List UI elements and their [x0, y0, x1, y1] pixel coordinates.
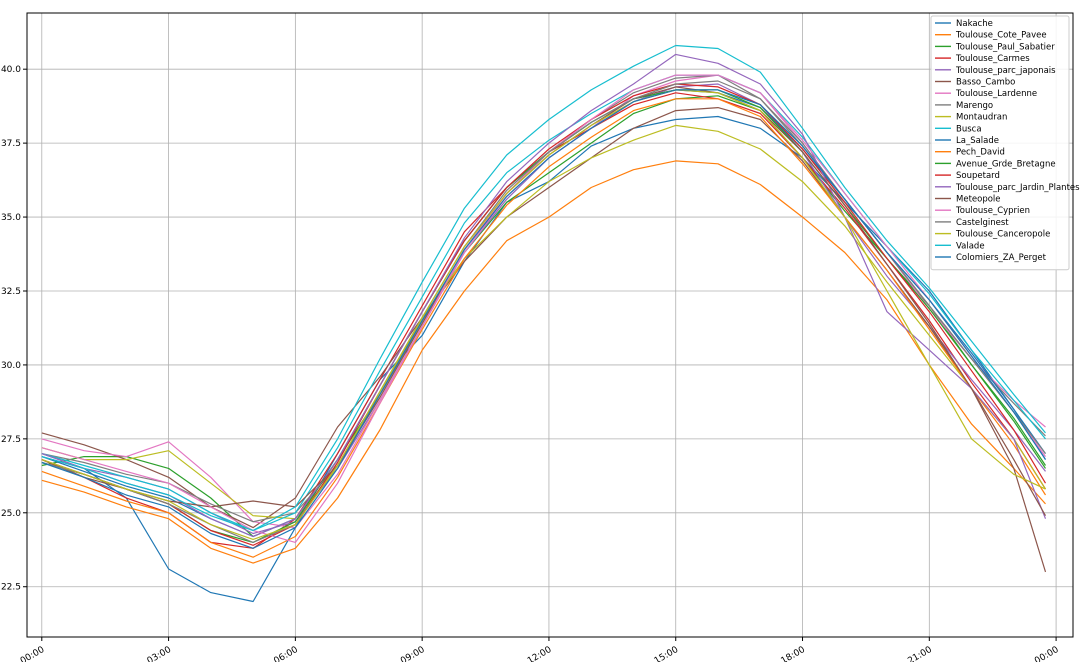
legend-label: Basso_Cambo — [956, 78, 1015, 88]
legend: Nakache Toulouse_Cote_PaveeToulouse_Paul_… — [930, 15, 1080, 271]
legend-label: Marengo — [956, 101, 993, 111]
x-tick-label: 21:00 — [906, 645, 934, 662]
y-tick-label: 37.5 — [1, 139, 21, 149]
series-line — [41, 83, 1047, 546]
x-tick-label: 15:00 — [653, 645, 681, 662]
y-tick-label: 32.5 — [1, 287, 21, 297]
legend-label: Castelginest — [956, 218, 1009, 228]
legend-label: Avenue_Grde_Bretagne — [956, 159, 1056, 169]
y-axis: 22.5 25.0 27.5 30.0 32.5 35.0 37.5 40.0 — [1, 65, 27, 593]
series-line — [41, 98, 1047, 558]
y-tick-label: 22.5 — [1, 583, 21, 593]
legend-label: Valade — [956, 241, 985, 251]
x-axis: 00:00 03:00 06:00 09:00 12:00 15:00 18:00 21:00… — [19, 637, 1061, 662]
x-tick-label: 00:00 — [1033, 645, 1061, 662]
legend-label: Busca — [956, 124, 982, 134]
legend-label: Soupetard — [956, 171, 1000, 181]
series-line — [41, 89, 1046, 549]
series-line — [41, 124, 1047, 520]
legend-box — [930, 15, 1070, 271]
legend-label: Toulouse_Carmes — [955, 54, 1030, 64]
legend-label: Colomiers_ZA_Perget — [956, 253, 1047, 263]
y-tick-label: 35.0 — [1, 213, 21, 223]
legend-label: Pech_David — [956, 148, 1005, 158]
legend-label: Toulouse_Cote_Pavee — [955, 31, 1047, 41]
series-lines — [41, 44, 1047, 603]
legend-label: Toulouse_parc_Jardin_Plantes — [955, 183, 1080, 193]
legend-label: Nakache — [956, 19, 993, 29]
x-tick-label: 06:00 — [272, 645, 300, 662]
x-tick-label: 09:00 — [399, 645, 427, 662]
legend-label: Toulouse_Lardenne — [955, 89, 1037, 99]
plot-frame — [26, 12, 1074, 638]
legend-label: Toulouse_Paul_Sabatier — [955, 42, 1055, 52]
series-line — [41, 89, 1046, 541]
legend-label: Toulouse_parc_japonais — [955, 66, 1056, 76]
legend-label: Meteopole — [956, 195, 1001, 205]
x-tick-label: 00:00 — [19, 645, 47, 662]
plot-background — [27, 13, 1073, 637]
x-tick-label: 18:00 — [780, 645, 808, 662]
y-tick-label: 25.0 — [1, 509, 21, 519]
legend-label: La_Salade — [956, 136, 999, 146]
legend-label: Toulouse_Canceropole — [955, 230, 1050, 240]
y-tick-label: 40.0 — [1, 65, 21, 75]
legend-label: Montaudran — [956, 113, 1007, 123]
x-tick-label: 12:00 — [526, 645, 554, 662]
series-line — [41, 160, 1046, 564]
y-tick-label: 27.5 — [1, 435, 21, 445]
series-line — [41, 44, 1046, 532]
series-line — [41, 53, 1047, 538]
y-tick-label: 30.0 — [1, 361, 21, 371]
legend-label: Toulouse_Cyprien — [955, 206, 1030, 216]
x-tick-label: 03:00 — [146, 645, 174, 662]
